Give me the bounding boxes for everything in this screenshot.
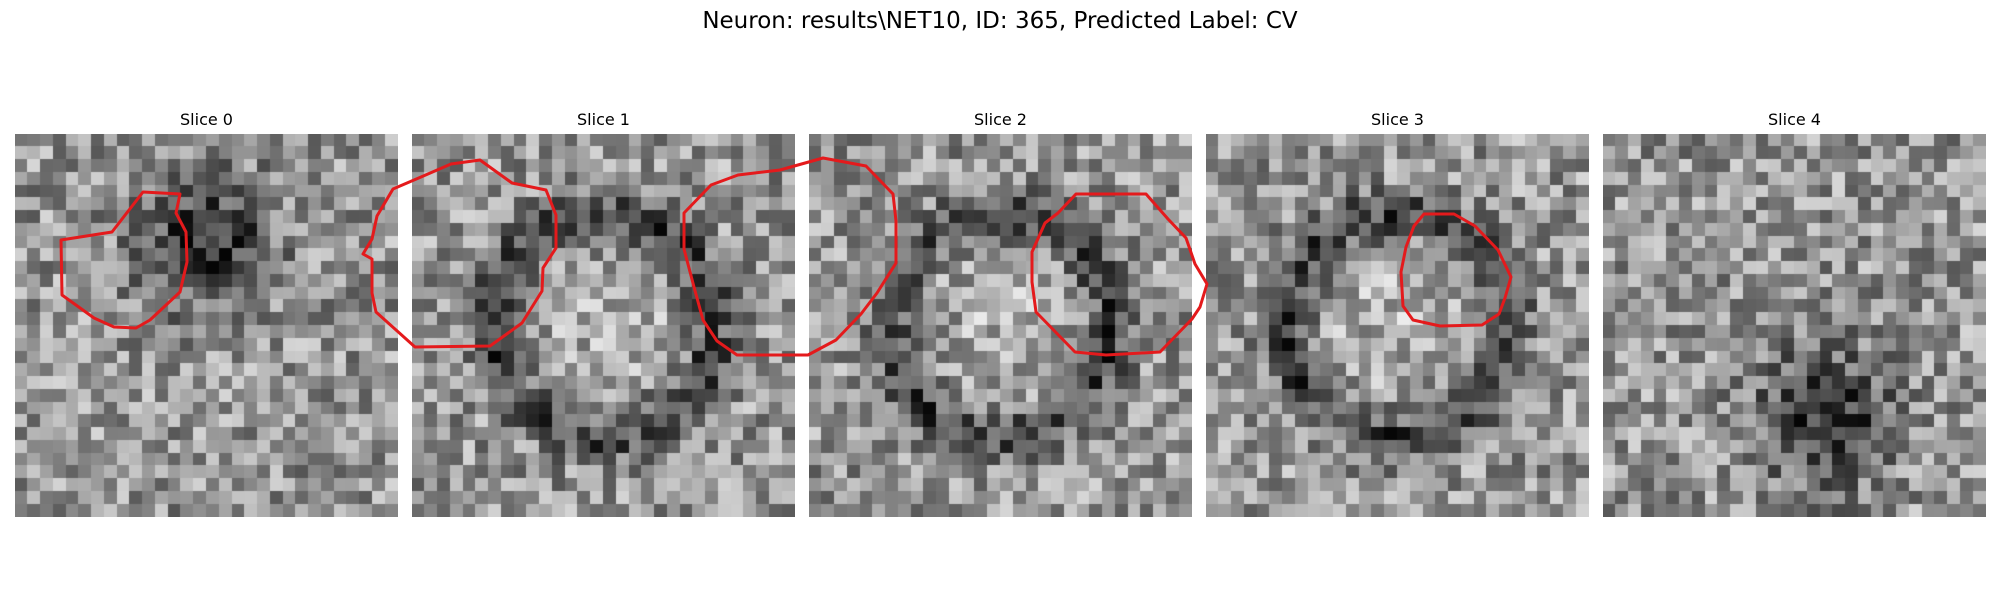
- slice-image: [809, 134, 1192, 517]
- slice-panel-1: Slice 1: [412, 109, 795, 517]
- slice-title: Slice 3: [1371, 110, 1424, 129]
- slice-image: [15, 134, 398, 517]
- figure-title: Neuron: results\NET10, ID: 365, Predicte…: [702, 8, 1298, 34]
- slice-image: [412, 134, 795, 517]
- slice-panel-0: Slice 0: [15, 109, 398, 517]
- slice-image: [1603, 134, 1986, 517]
- slice-title: Slice 0: [180, 110, 233, 129]
- slice-image: [1206, 134, 1589, 517]
- slice-title: Slice 1: [577, 110, 630, 129]
- slice-panel-3: Slice 3: [1206, 109, 1589, 517]
- slice-panel-4: Slice 4: [1603, 109, 1986, 517]
- slice-title: Slice 2: [974, 110, 1027, 129]
- slice-panel-2: Slice 2: [809, 109, 1192, 517]
- slice-title: Slice 4: [1768, 110, 1821, 129]
